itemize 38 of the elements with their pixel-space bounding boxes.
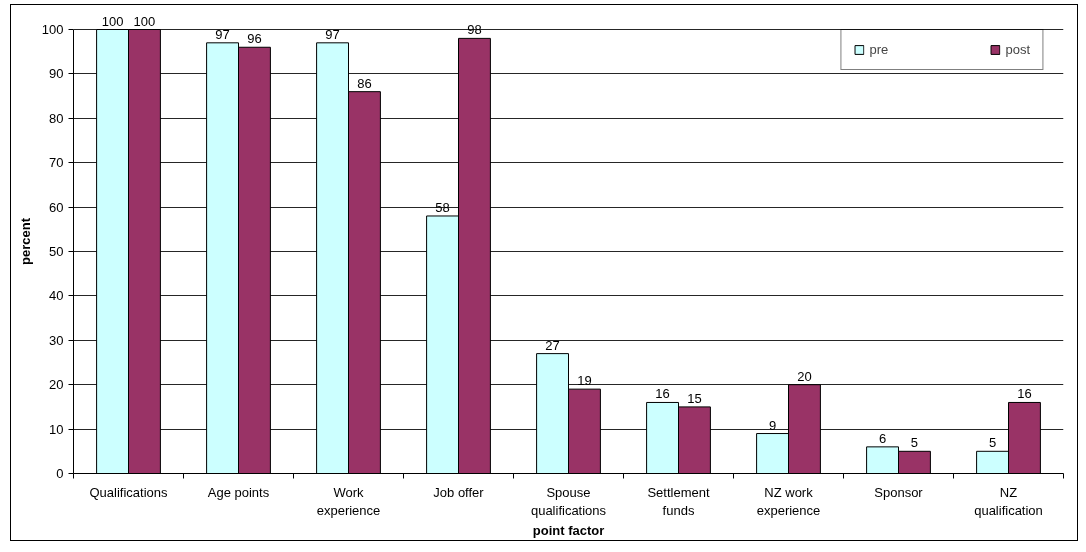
data-label: 97 bbox=[325, 26, 340, 42]
x-tick-label: NZ work experience bbox=[756, 484, 821, 518]
data-label: 6 bbox=[878, 430, 887, 446]
y-tick-label: 90 bbox=[49, 66, 64, 82]
y-tick-label: 60 bbox=[49, 199, 64, 215]
data-label: 5 bbox=[988, 435, 997, 451]
y-tick-label: 40 bbox=[49, 288, 64, 304]
x-tick-label: NZ qualification bbox=[974, 484, 1043, 518]
y-tick-label: 10 bbox=[49, 421, 64, 437]
y-tick-label: 80 bbox=[49, 110, 64, 126]
x-axis-title: point factor bbox=[532, 522, 605, 538]
data-label: 86 bbox=[357, 75, 372, 91]
data-label: 96 bbox=[247, 31, 262, 47]
x-tick-label: Work experience bbox=[316, 484, 381, 518]
y-tick-label: 30 bbox=[49, 332, 64, 348]
data-label: 16 bbox=[655, 386, 670, 402]
y-axis-title: percent bbox=[17, 217, 33, 265]
data-label: 100 bbox=[101, 13, 124, 29]
legend-label: post bbox=[1005, 42, 1030, 57]
x-tick-label: Qualifications bbox=[89, 484, 169, 500]
data-label: 100 bbox=[133, 13, 156, 29]
y-tick-label: 0 bbox=[56, 466, 64, 481]
y-tick-label: 70 bbox=[49, 155, 64, 171]
x-tick-label: Age points bbox=[207, 484, 270, 500]
data-label: 9 bbox=[768, 417, 777, 433]
data-label: 16 bbox=[1017, 386, 1032, 402]
y-tick-label: 50 bbox=[49, 244, 64, 259]
y-tick-label: 20 bbox=[49, 377, 64, 393]
data-label: 27 bbox=[545, 337, 560, 353]
data-label: 15 bbox=[687, 390, 702, 406]
data-label: 5 bbox=[910, 435, 919, 451]
x-tick-label: Sponsor bbox=[874, 484, 924, 500]
legend-label: pre bbox=[869, 42, 890, 57]
data-label: 20 bbox=[797, 368, 812, 384]
x-tick-label: Job offer bbox=[433, 484, 485, 500]
y-tick-label: 100 bbox=[41, 22, 64, 37]
data-label: 97 bbox=[215, 26, 230, 42]
x-tick-label: Settlement funds bbox=[647, 484, 710, 518]
